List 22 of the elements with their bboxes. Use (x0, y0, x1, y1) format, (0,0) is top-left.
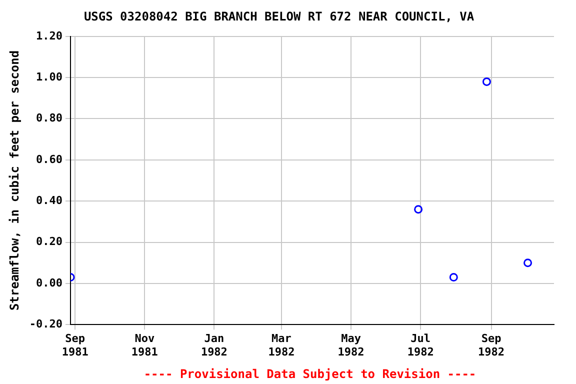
y-axis-title: Streamflow, in cubic feet per second (7, 50, 22, 311)
x-tick-label: May 1982 (338, 332, 364, 358)
y-tick-label: 0.00 (36, 276, 63, 290)
y-tick-label: 0.40 (36, 194, 63, 207)
chart-title: USGS 03208042 BIG BRANCH BELOW RT 672 NEAR COUNCIL, VA (84, 9, 475, 24)
y-tick-label: 1.00 (36, 70, 63, 84)
x-tick-label: Sep 1981 (62, 332, 89, 358)
x-tick-label: Jan 1982 (200, 332, 228, 358)
x-tick-label: Jul 1982 (407, 332, 434, 358)
text: ---- Provisional Data Subject to Revision ---- (144, 367, 476, 382)
point (524, 258, 532, 268)
x-tick-label: Sep 1982 (478, 332, 505, 358)
y-tick-label: -0.20 (29, 317, 63, 330)
y-tick-label: 1.20 (36, 29, 63, 42)
point (449, 273, 458, 282)
y-tick-label: 0.60 (36, 152, 63, 166)
y-tick-label: 0.20 (36, 235, 63, 248)
point (414, 205, 423, 214)
y-tick-label: 0.80 (36, 112, 63, 125)
point (482, 77, 491, 86)
x-tick-label: Nov 1981 (131, 332, 158, 358)
x-tick-label: Mar 1982 (268, 332, 295, 358)
